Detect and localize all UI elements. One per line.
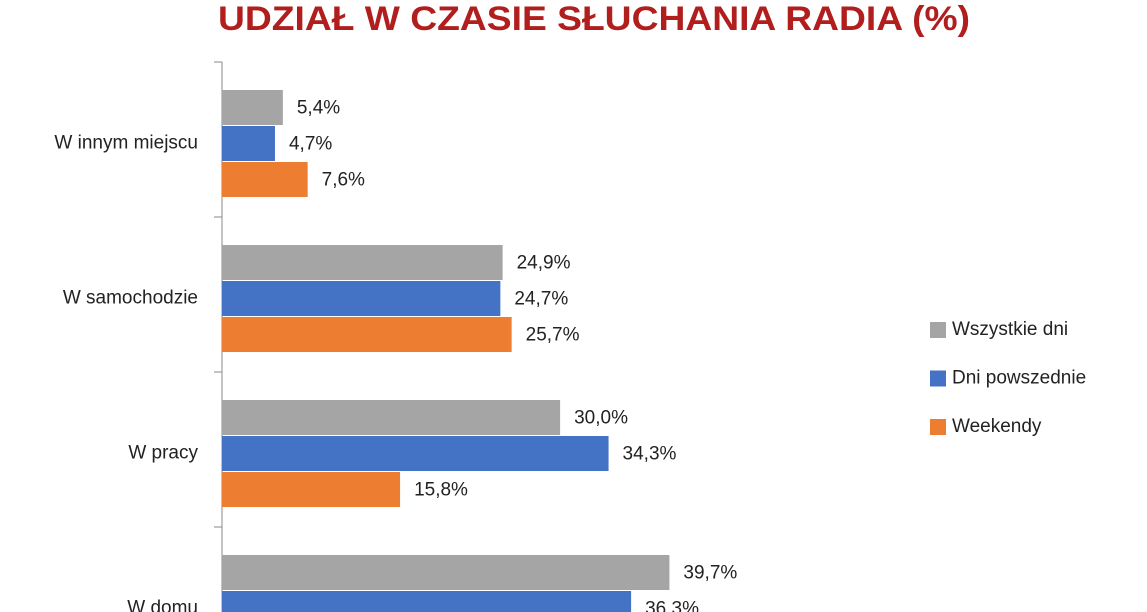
- value-label: 34,3%: [623, 444, 677, 465]
- value-label: 15,8%: [414, 480, 468, 501]
- value-label: 24,7%: [514, 289, 568, 310]
- value-label: 30,0%: [574, 408, 628, 429]
- legend-swatch: [930, 370, 946, 387]
- value-label: 36,3%: [645, 599, 699, 612]
- bar: [222, 555, 670, 590]
- value-label: 24,9%: [517, 253, 571, 274]
- bar: [222, 281, 501, 316]
- bar: [222, 245, 503, 280]
- bar: [222, 126, 275, 161]
- bar: [222, 472, 401, 507]
- bar: [222, 317, 512, 352]
- value-label: 5,4%: [297, 98, 340, 119]
- bar: [222, 591, 632, 612]
- bar: [222, 436, 609, 471]
- bar: [222, 162, 308, 197]
- legend-label: Dni powszednie: [952, 368, 1086, 389]
- legend-swatch: [930, 322, 946, 338]
- category-label: W pracy: [128, 443, 198, 464]
- chart-title: UDZIAŁ W CZASIE SŁUCHANIA RADIA (%): [218, 0, 970, 38]
- value-label: 7,6%: [322, 170, 365, 191]
- legend-swatch: [930, 419, 946, 435]
- value-label: 25,7%: [526, 325, 580, 346]
- bar: [222, 90, 283, 125]
- legend-label: Wszystkie dni: [952, 319, 1068, 340]
- value-label: 39,7%: [683, 563, 737, 584]
- category-label: W domu: [127, 598, 198, 612]
- bar: [222, 400, 561, 435]
- value-label: 4,7%: [289, 134, 332, 155]
- category-label: W innym miejscu: [54, 133, 198, 154]
- category-label: W samochodzie: [63, 288, 198, 309]
- legend-label: Weekendy: [952, 416, 1042, 437]
